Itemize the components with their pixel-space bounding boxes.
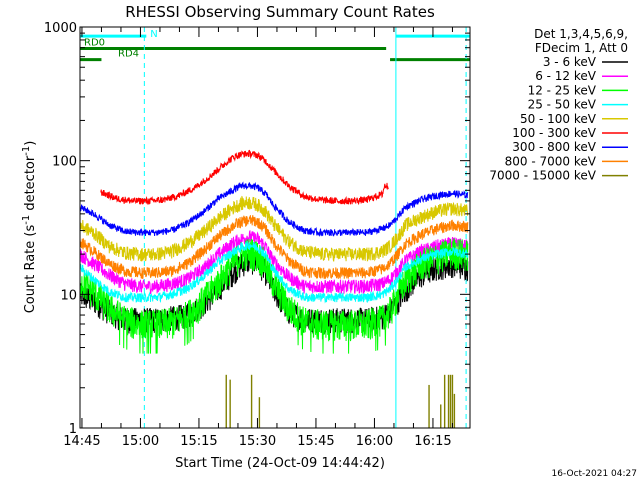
x-tick-label: 15:45 [297, 434, 334, 449]
legend-entry-label: 12 - 25 keV [528, 83, 597, 97]
y-axis-label-mid: detector [23, 155, 38, 215]
flags-layer: N RD0 RD4 [80, 29, 470, 62]
y-axis-label-sup1: -1 [21, 215, 32, 225]
x-tick-label: 15:30 [239, 434, 276, 449]
legend-entry-label: 25 - 50 keV [528, 98, 597, 112]
legend-entry-label: 50 - 100 keV [520, 112, 597, 126]
legend-entry-label: 100 - 300 keV [512, 126, 596, 140]
x-tick-label: 16:00 [356, 434, 393, 449]
axes [79, 26, 471, 429]
series-layer [79, 149, 469, 428]
plot-frame [79, 26, 471, 429]
y-tick-label: 1 [69, 422, 77, 437]
flag-label-n: N [150, 29, 157, 40]
series-line-5 [100, 149, 389, 206]
legend-entry-label: 3 - 6 keV [543, 55, 597, 69]
y-axis-label-sup2: -1 [21, 146, 32, 156]
legend: Det 1,3,4,5,6,9,FDecim 1, Att 03 - 6 keV… [489, 27, 628, 183]
series-line-7 [79, 215, 469, 280]
flag-label-rd0: RD0 [84, 38, 105, 49]
timestamp: 16-Oct-2021 04:27 [552, 469, 637, 479]
y-tick-label: 10 [60, 288, 77, 303]
y-tick-label: 100 [52, 155, 77, 170]
series-line-1 [79, 230, 469, 295]
x-axis-label: Start Time (24-Oct-09 14:44:42) [175, 456, 385, 471]
legend-header-line: FDecim 1, Att 0 [535, 41, 628, 55]
legend-entry-label: 6 - 12 keV [535, 69, 597, 83]
series-line-4 [79, 195, 469, 262]
legend-entry-label: 7000 - 15000 keV [489, 169, 596, 183]
legend-entry-label: 300 - 800 keV [512, 140, 596, 154]
flag-label-rd4: RD4 [118, 49, 139, 60]
y-axis-label-end: ) [23, 141, 38, 146]
x-tick-label: 16:15 [414, 434, 451, 449]
y-tick-label: 1000 [44, 21, 77, 36]
chart-title: RHESSI Observing Summary Count Rates [125, 3, 435, 21]
legend-header-line: Det 1,3,4,5,6,9, [534, 27, 628, 41]
legend-entry-label: 800 - 7000 keV [505, 154, 597, 168]
y-axis-label: Count Rate (s-1 detector-1) [21, 141, 38, 314]
y-axis-label-main: Count Rate (s [23, 225, 38, 314]
tick-labels: 1 10 100 1000 14:45 15:00 15:15 15:30 15:45 16:00… [44, 21, 452, 449]
series-line-3 [79, 241, 469, 304]
x-tick-label: 14:45 [63, 434, 100, 449]
series-line-6 [79, 181, 469, 238]
x-tick-label: 15:00 [122, 434, 159, 449]
series-line-2 [79, 238, 469, 354]
x-tick-label: 15:15 [180, 434, 217, 449]
